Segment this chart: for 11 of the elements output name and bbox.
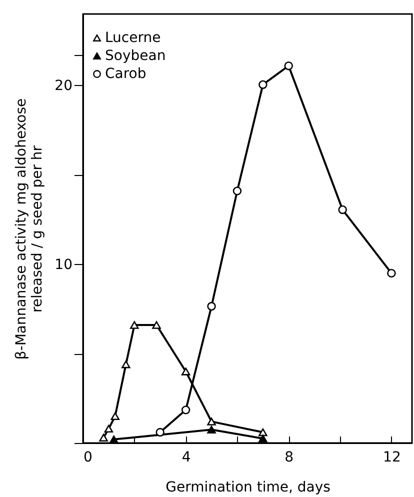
x-tick-label: 0 (84, 450, 92, 466)
y-axis-title: β-Mannanase activity mg aldohexose released / g seed per hr (14, 98, 46, 360)
x-tick-label: 12 (383, 450, 401, 466)
legend-label: Soybean (105, 48, 166, 64)
x-axis-title: Germination time, days (166, 480, 330, 496)
x-tick-label: 4 (182, 450, 191, 466)
y-tick-label: 10 (54, 256, 72, 273)
y-tick-label: 20 (54, 78, 72, 94)
legend-label: Lucerne (105, 30, 161, 46)
legend-label: Carob (105, 66, 146, 82)
x-tick-label: 8 (284, 450, 294, 466)
